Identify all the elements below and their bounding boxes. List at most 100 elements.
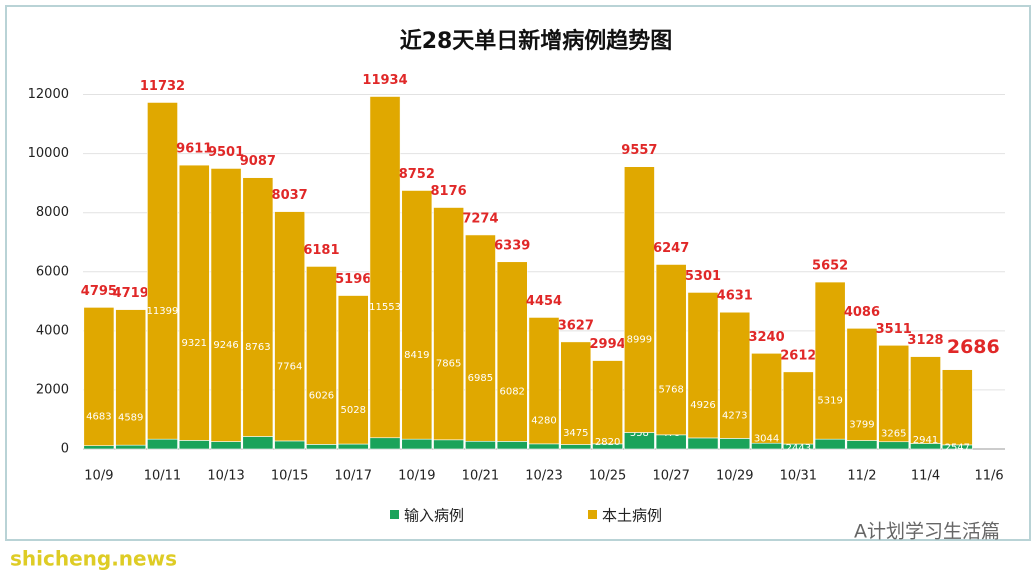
segment-label: 8419 <box>404 350 429 361</box>
x-tick-label: 10/19 <box>398 469 435 484</box>
bar-segment <box>465 234 496 442</box>
segment-label: 3799 <box>849 419 874 430</box>
segment-label: 9246 <box>213 340 238 351</box>
segment-label: 3265 <box>881 429 906 440</box>
x-tick-label: 10/23 <box>525 469 562 484</box>
x-tick-label: 10/11 <box>144 469 181 484</box>
bar-segment <box>846 328 878 441</box>
bar-segment <box>274 440 306 450</box>
x-tick-label: 10/25 <box>589 469 626 484</box>
bar-segment <box>560 341 592 445</box>
x-tick-label: 10/9 <box>84 469 113 484</box>
segment-label: 7865 <box>436 359 461 370</box>
total-label: 4795 <box>81 284 117 299</box>
bar-segment <box>560 444 592 450</box>
bar-segment <box>814 281 846 440</box>
bar-segment <box>337 443 369 450</box>
watermark: shicheng.news <box>10 547 177 571</box>
bar-segment <box>878 344 910 443</box>
y-tick-label: 6000 <box>36 264 69 279</box>
bar-segment <box>115 444 147 450</box>
x-tick-label: 10/21 <box>462 469 499 484</box>
total-label: 4719 <box>113 286 149 301</box>
bar-segment <box>878 441 910 450</box>
x-tick-label: 10/27 <box>652 469 689 484</box>
segment-label: 6082 <box>499 387 524 398</box>
total-label: 3240 <box>748 330 784 345</box>
bar-segment <box>147 438 178 450</box>
bar-segment <box>655 264 687 436</box>
total-label: 3511 <box>876 322 912 337</box>
bar-segment <box>401 190 433 440</box>
x-tick-label: 10/13 <box>207 469 244 484</box>
total-label: 5301 <box>685 269 721 284</box>
bar-segment <box>687 292 719 439</box>
x-tick-label: 10/17 <box>335 469 372 484</box>
segment-label: 5768 <box>658 385 683 396</box>
total-label: 8752 <box>399 167 435 182</box>
x-tick-label: 10/29 <box>716 469 753 484</box>
bar-segment <box>369 437 401 450</box>
bar-segment <box>210 441 242 450</box>
segment-label: 5028 <box>341 405 366 416</box>
total-label: 8176 <box>431 184 467 199</box>
bar-segment <box>369 96 401 439</box>
segment-label: 8999 <box>627 335 652 346</box>
total-label: 3627 <box>558 318 594 333</box>
bar-segment <box>337 295 369 445</box>
total-label: 11934 <box>362 73 407 88</box>
total-label: 2994 <box>589 337 625 352</box>
segment-label: 558 <box>630 428 649 439</box>
total-label: 7274 <box>462 211 498 226</box>
total-label: 3128 <box>907 333 943 348</box>
legend-label: 输入病例 <box>404 507 464 525</box>
y-tick-label: 10000 <box>28 146 69 161</box>
total-label: 11732 <box>140 79 185 94</box>
bar-segment <box>147 102 178 440</box>
legend-swatch <box>588 510 597 519</box>
segment-label: 11399 <box>147 306 179 317</box>
total-label: 6339 <box>494 238 530 253</box>
bar-segment <box>401 438 433 450</box>
bar-segment <box>719 311 751 439</box>
total-label: 9501 <box>208 145 244 160</box>
segment-label: 8763 <box>245 342 270 353</box>
x-tick-label: 10/31 <box>780 469 817 484</box>
watermark: A计划学习生活篇 <box>854 521 1000 543</box>
segment-label: 4683 <box>86 412 111 423</box>
total-label: 9557 <box>621 143 657 158</box>
total-label: 4454 <box>526 294 562 309</box>
segment-label: 4273 <box>722 410 747 421</box>
bar-segment <box>528 443 560 450</box>
segment-label: 2547 <box>945 442 970 453</box>
segment-label: 9321 <box>182 338 207 349</box>
bar-segment <box>719 438 751 450</box>
bar-segment <box>178 164 210 441</box>
segment-label: 4589 <box>118 412 143 423</box>
segment-label: 3475 <box>563 428 588 439</box>
y-tick-label: 0 <box>61 442 69 457</box>
bar-segment <box>687 437 719 450</box>
bar-segment <box>910 356 941 444</box>
y-tick-label: 4000 <box>36 323 69 338</box>
segment-label: 6026 <box>309 390 334 401</box>
y-tick-label: 12000 <box>28 87 69 102</box>
total-label: 4086 <box>844 305 880 320</box>
bar-segment <box>433 207 465 441</box>
segment-label: 6985 <box>468 373 493 384</box>
segment-label: 4926 <box>690 400 715 411</box>
legend-label: 本土病例 <box>602 507 662 525</box>
total-label: 5652 <box>812 259 848 274</box>
bar-segment <box>528 317 560 445</box>
bar-segment <box>210 168 242 442</box>
x-tick-label: 11/2 <box>847 469 876 484</box>
x-tick-label: 11/6 <box>975 469 1004 484</box>
x-tick-label: 10/15 <box>271 469 308 484</box>
total-label: 8037 <box>272 188 308 203</box>
segment-label: 11553 <box>369 302 401 313</box>
total-label: 9611 <box>176 142 212 157</box>
bar-segment <box>782 371 814 445</box>
bar-segment <box>846 440 878 450</box>
total-label: 2612 <box>780 348 816 363</box>
y-tick-label: 2000 <box>36 382 69 397</box>
